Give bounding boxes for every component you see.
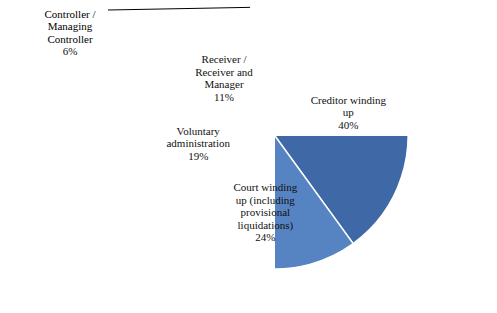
chart: Creditor windingup40% Court windingup (in… (0, 0, 497, 313)
slice-label: Receiver /Receiver andManager (195, 53, 253, 90)
data-label: 19% (188, 150, 208, 162)
data-label: 40% (338, 119, 358, 131)
labels: Creditor windingup40% Court windingup (in… (44, 7, 386, 243)
data-label: 11% (214, 91, 234, 103)
slices (275, 136, 408, 269)
slice-label: Court windingup (includingprovisionalliq… (233, 181, 297, 232)
slice-label: Creditor windingup (311, 94, 387, 119)
data-label: 6% (63, 45, 78, 57)
pie-slice (275, 136, 353, 269)
slice-label: Voluntaryadministration (166, 125, 230, 150)
leader-line (108, 7, 250, 10)
slice-label: Controller /ManagingController (44, 8, 96, 45)
data-label: 24% (255, 231, 275, 243)
